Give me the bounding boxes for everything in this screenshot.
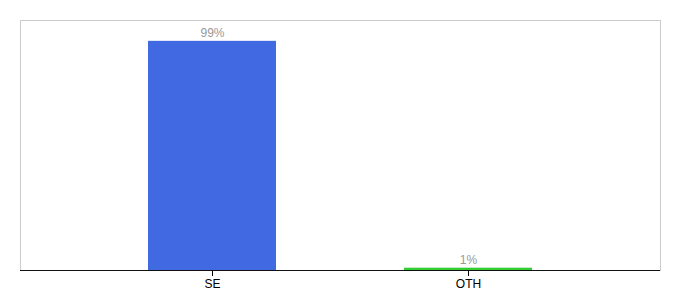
svg-text:OTH: OTH [456,277,481,291]
svg-text:SE: SE [204,277,220,291]
svg-text:99%: 99% [200,26,224,40]
svg-text:1%: 1% [460,253,478,267]
